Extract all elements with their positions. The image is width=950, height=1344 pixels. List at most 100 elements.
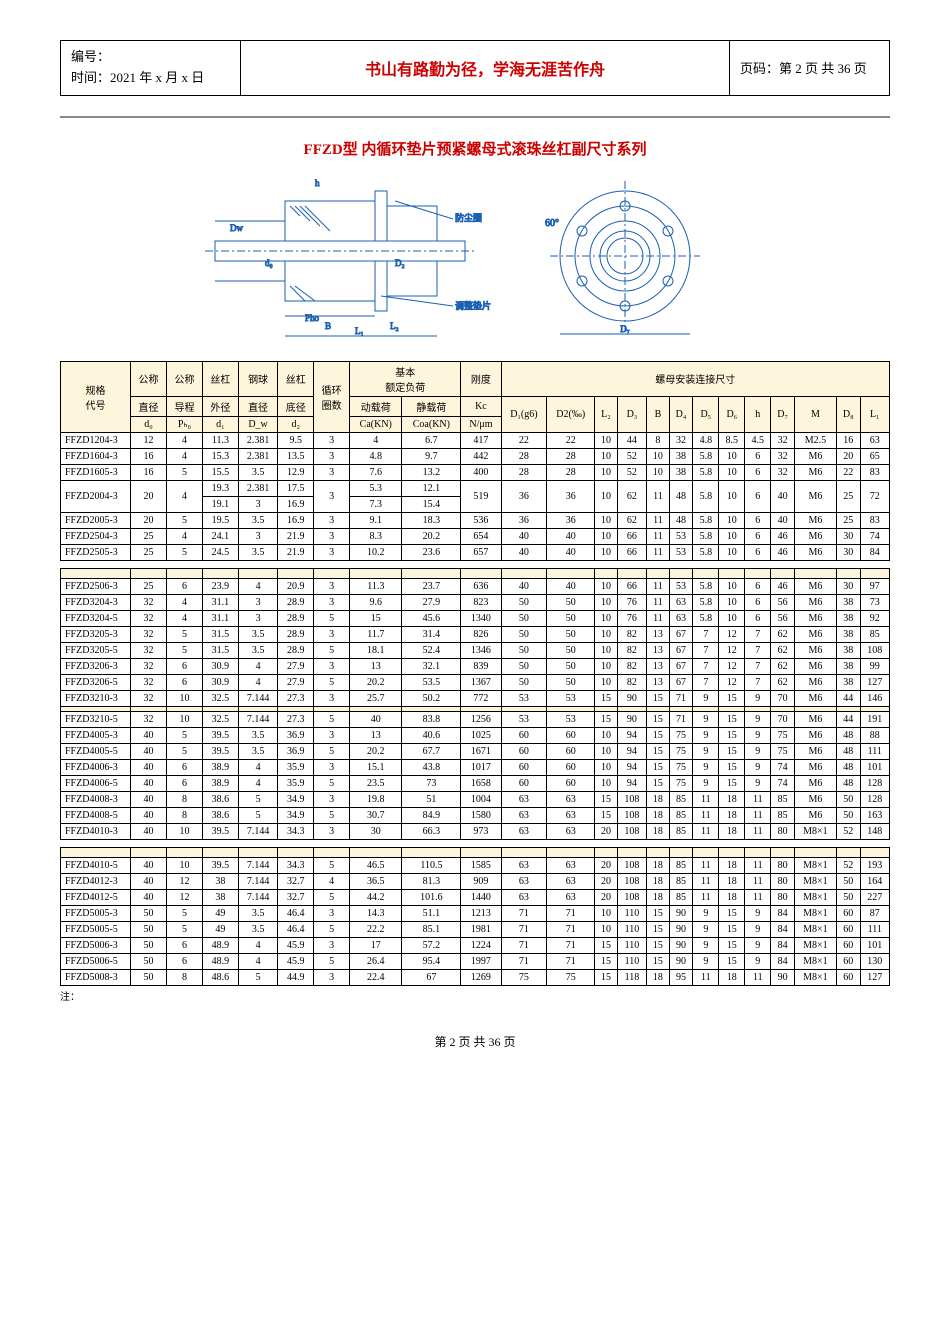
cell: 18 xyxy=(719,807,745,823)
cell: 3 xyxy=(314,528,350,544)
cell: 8.5 xyxy=(719,432,745,448)
cell: 3.5 xyxy=(238,727,277,743)
cell: 10 xyxy=(719,480,745,512)
cell: 9 xyxy=(745,905,771,921)
cell: 22 xyxy=(547,432,595,448)
cell: 48.9 xyxy=(202,937,238,953)
cell: 20 xyxy=(595,823,618,839)
cell: 1224 xyxy=(461,937,501,953)
cell: FFZD5005-5 xyxy=(61,921,131,937)
cell: 40 xyxy=(131,873,167,889)
cell: 15 xyxy=(647,759,670,775)
cell: 44.9 xyxy=(278,969,314,985)
cell: 4 xyxy=(166,432,202,448)
cell: 11 xyxy=(693,791,719,807)
cell: 823 xyxy=(461,594,501,610)
cell: 48 xyxy=(836,743,860,759)
cell: 20.2 xyxy=(350,743,402,759)
cell: 10 xyxy=(719,594,745,610)
cell: 39.5 xyxy=(202,743,238,759)
cell: 48 xyxy=(836,759,860,775)
h-d0b: d₀ xyxy=(131,416,167,432)
cell: 90 xyxy=(617,690,646,706)
cell: 80 xyxy=(771,823,795,839)
cell: 11.7 xyxy=(350,626,402,642)
cell: 7 xyxy=(693,642,719,658)
h-D1: D₁(g6) xyxy=(501,396,547,432)
cell: 6 xyxy=(166,658,202,674)
h-M: M xyxy=(794,396,836,432)
cell: 11 xyxy=(745,857,771,873)
cell: 25 xyxy=(131,528,167,544)
table-row: FFZD5005-3505493.546.4314.351.1121371711… xyxy=(61,905,890,921)
svg-text:调整垫片: 调整垫片 xyxy=(455,300,491,311)
h-d1b: d₁ xyxy=(202,416,238,432)
cell: 6 xyxy=(745,464,771,480)
cell: 111 xyxy=(860,743,889,759)
cell: FFZD3210-3 xyxy=(61,690,131,706)
cell: 39.5 xyxy=(202,823,238,839)
cell: 45.6 xyxy=(402,610,461,626)
cell: 75 xyxy=(771,727,795,743)
cell: 24.5 xyxy=(202,544,238,560)
cell: 7.144 xyxy=(238,711,277,727)
cell: FFZD3204-3 xyxy=(61,594,131,610)
cell: 60 xyxy=(547,775,595,791)
cell: 63 xyxy=(501,791,547,807)
cell: M6 xyxy=(794,711,836,727)
cell: 32.7 xyxy=(278,889,314,905)
cell: 44 xyxy=(836,690,860,706)
cell: 45.9 xyxy=(278,937,314,953)
cell: 32 xyxy=(131,658,167,674)
cell: 110 xyxy=(617,921,646,937)
cell: 28 xyxy=(547,464,595,480)
cell: 118 xyxy=(617,969,646,985)
cell: 12 xyxy=(719,674,745,690)
h-coa: 静载荷 xyxy=(402,396,461,416)
cell: 32 xyxy=(771,432,795,448)
cell: 5.8 xyxy=(693,512,719,528)
cell: 3 xyxy=(314,727,350,743)
cell: 3.5 xyxy=(238,626,277,642)
cell: 48.6 xyxy=(202,969,238,985)
cell: 6 xyxy=(166,674,202,690)
cell: 6 xyxy=(745,528,771,544)
cell: 70 xyxy=(771,711,795,727)
cell: 85 xyxy=(669,807,693,823)
cell: 108 xyxy=(860,642,889,658)
table-row: FFZD5006-550648.9445.9526.495.4199771711… xyxy=(61,953,890,969)
cell: 8 xyxy=(166,969,202,985)
cell: 6 xyxy=(745,448,771,464)
svg-text:h: h xyxy=(315,178,320,188)
cell: 75 xyxy=(669,759,693,775)
cell: M6 xyxy=(794,642,836,658)
cell: 63 xyxy=(547,791,595,807)
cell: 44.2 xyxy=(350,889,402,905)
cell: 2.381 xyxy=(238,448,277,464)
cell: 3 xyxy=(314,578,350,594)
cell: 3.5 xyxy=(238,512,277,528)
cell: 9.1 xyxy=(350,512,402,528)
cell: 63 xyxy=(860,432,889,448)
cell: 30 xyxy=(836,544,860,560)
cell: 15 xyxy=(647,775,670,791)
cell: 3 xyxy=(314,905,350,921)
h-L2: L₂ xyxy=(595,396,618,432)
cell: 38 xyxy=(836,658,860,674)
table-row: FFZD3210-3321032.57.14427.3325.750.27725… xyxy=(61,690,890,706)
cell: 973 xyxy=(461,823,501,839)
cell: M6 xyxy=(794,807,836,823)
svg-text:d₀: d₀ xyxy=(265,258,273,268)
cell: 11 xyxy=(693,823,719,839)
cell: 11 xyxy=(745,823,771,839)
cell: 67 xyxy=(669,642,693,658)
cell: FFZD2505-3 xyxy=(61,544,131,560)
cell: 8 xyxy=(166,791,202,807)
cell: 30 xyxy=(350,823,402,839)
cell: 38 xyxy=(669,464,693,480)
cell: 90 xyxy=(669,953,693,969)
cell: 67 xyxy=(669,626,693,642)
cell: 15 xyxy=(719,690,745,706)
cell: 40 xyxy=(547,578,595,594)
cell: 5 xyxy=(314,857,350,873)
